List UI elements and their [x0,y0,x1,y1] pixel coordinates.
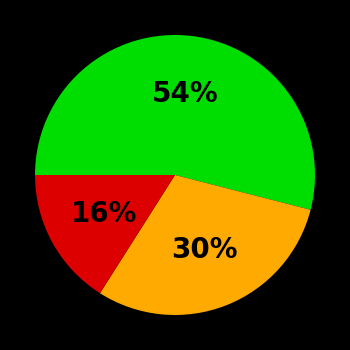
Text: 30%: 30% [172,237,238,265]
Wedge shape [35,175,175,293]
Wedge shape [35,35,315,210]
Text: 54%: 54% [152,80,218,108]
Text: 16%: 16% [71,200,137,228]
Wedge shape [100,175,310,315]
